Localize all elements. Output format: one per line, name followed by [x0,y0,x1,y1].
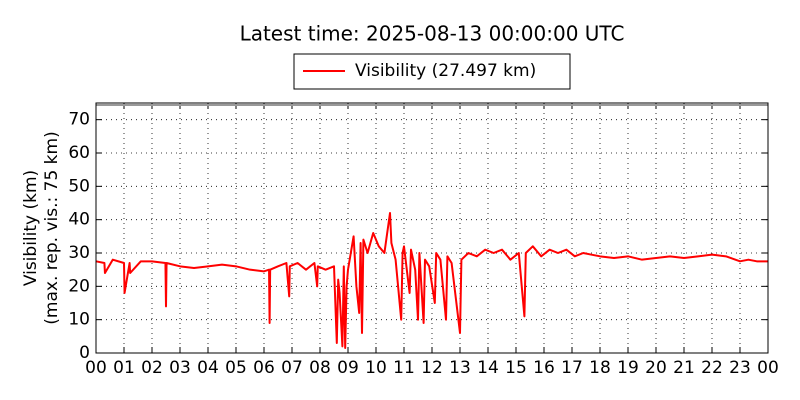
y-tick-label: 10 [68,310,90,330]
x-tick-label: 09 [337,358,359,378]
y-tick-label: 20 [68,276,90,296]
x-tick-label: 21 [673,358,695,378]
x-tick-label: 02 [141,358,163,378]
x-tick-label: 04 [197,358,219,378]
x-tick-label: 00 [757,358,779,378]
x-tick-label: 15 [505,358,527,378]
y-tick-label: 0 [79,343,90,363]
x-tick-label: 22 [701,358,723,378]
x-tick-label: 07 [281,358,303,378]
x-tick-label: 20 [645,358,667,378]
y-tick-label: 60 [68,143,90,163]
y-tick-label: 70 [68,110,90,130]
x-tick-label: 16 [533,358,555,378]
x-tick-label: 05 [225,358,247,378]
x-tick-label: 14 [477,358,499,378]
data-line [95,212,768,349]
y-axis-label: (max. rep. vis.: 75 km) [42,131,62,324]
x-tick-label: 17 [561,358,583,378]
y-tick-label: 50 [68,176,90,196]
y-tick-label: 30 [68,243,90,263]
x-tick-label: 03 [169,358,191,378]
x-tick-label: 08 [309,358,331,378]
x-tick-label: 12 [421,358,443,378]
chart-title: Latest time: 2025-08-13 00:00:00 UTC [240,22,625,46]
y-tick-label: 40 [68,210,90,230]
y-axis-label: Visibility (km) [21,170,41,286]
legend-label: Visibility (27.497 km) [355,61,536,81]
x-tick-label: 23 [729,358,751,378]
x-tick-label: 01 [113,358,135,378]
x-tick-label: 13 [449,358,471,378]
x-tick-label: 06 [253,358,275,378]
x-tick-label: 18 [589,358,611,378]
x-tick-label: 11 [393,358,415,378]
x-tick-label: 19 [617,358,639,378]
x-tick-label: 10 [365,358,387,378]
x-tick-label: 00 [85,358,107,378]
plot-frame [95,102,769,354]
